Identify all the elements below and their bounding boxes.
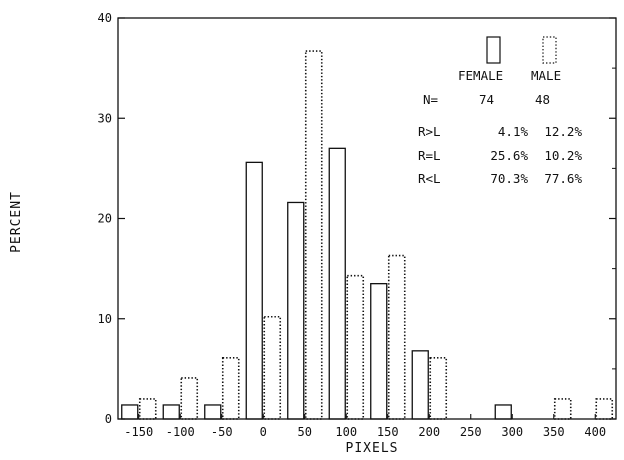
bar-female xyxy=(328,147,346,420)
x-tick-label: 0 xyxy=(260,425,267,439)
stat-row-male: 12.2% xyxy=(544,124,582,139)
y-tick-label: 40 xyxy=(98,11,112,25)
x-tick-label: -100 xyxy=(166,425,195,439)
x-tick-label: 350 xyxy=(543,425,565,439)
bar-male xyxy=(346,274,365,420)
x-tick-label: 150 xyxy=(377,425,399,439)
x-tick-label: 50 xyxy=(298,425,312,439)
bar-male xyxy=(595,398,614,420)
y-tick-label: 10 xyxy=(98,312,112,326)
stat-row-male: 10.2% xyxy=(544,148,582,163)
stat-row-female: 25.6% xyxy=(490,148,528,163)
n-female: 74 xyxy=(479,92,494,107)
bar-male xyxy=(221,357,240,420)
stat-row-label: R>L xyxy=(418,124,441,139)
x-tick-label: 400 xyxy=(584,425,606,439)
x-tick-label: 100 xyxy=(335,425,357,439)
n-male: 48 xyxy=(535,92,550,107)
stat-row-label: R<L xyxy=(418,171,441,186)
bar-female xyxy=(162,404,180,420)
x-axis-label: PIXELS xyxy=(346,441,399,456)
bar-male xyxy=(304,50,323,420)
legend-male-label: MALE xyxy=(531,68,561,83)
y-tick-label: 0 xyxy=(105,412,112,426)
stat-row-male: 77.6% xyxy=(544,171,582,186)
legend-female-swatch xyxy=(486,36,501,64)
x-tick-label: -50 xyxy=(211,425,233,439)
x-tick-label: 300 xyxy=(501,425,523,439)
bar-male xyxy=(553,398,572,420)
x-tick-label: 200 xyxy=(418,425,440,439)
stat-row-female: 70.3% xyxy=(490,171,528,186)
x-tick-label: 250 xyxy=(460,425,482,439)
bar-male xyxy=(429,357,448,420)
bar-male xyxy=(180,377,199,420)
bar-male xyxy=(263,315,282,420)
y-tick-label: 20 xyxy=(98,212,112,226)
bar-female xyxy=(370,283,388,420)
bar-female xyxy=(494,404,512,420)
y-axis-label: PERCENT xyxy=(9,191,24,253)
bar-female xyxy=(204,404,222,420)
bar-female xyxy=(121,404,139,420)
bar-female xyxy=(245,161,263,420)
legend-male-swatch xyxy=(542,36,557,64)
stat-row-label: R=L xyxy=(418,148,441,163)
bar-female xyxy=(287,201,305,420)
bar-male xyxy=(387,254,406,420)
n-label: N= xyxy=(423,92,438,107)
bar-female xyxy=(411,350,429,420)
stat-row-female: 4.1% xyxy=(498,124,529,139)
legend-female-label: FEMALE xyxy=(458,68,503,83)
y-tick-label: 30 xyxy=(98,111,112,125)
bar-male xyxy=(138,398,157,420)
x-tick-label: -150 xyxy=(124,425,153,439)
